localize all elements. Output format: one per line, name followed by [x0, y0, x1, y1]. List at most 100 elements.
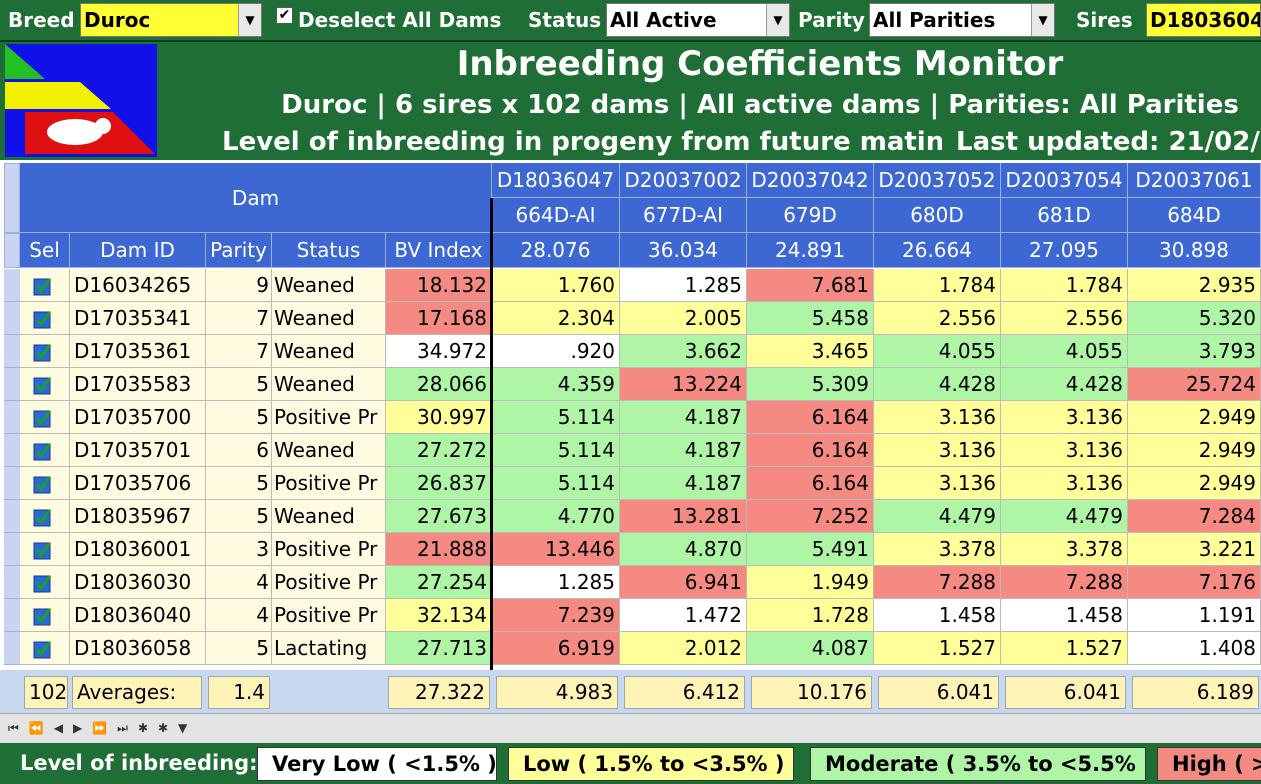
select-checkbox[interactable]	[20, 401, 70, 434]
inbreeding-value: 5.458	[747, 302, 874, 335]
bv-index: 27.272	[386, 434, 492, 467]
bv-index: 27.713	[386, 632, 492, 665]
inbreeding-value: 3.221	[1128, 533, 1261, 566]
grid-area: Dam Sel Dam ID Parity Status BV Index D1803604…	[0, 160, 1261, 713]
average-bv: 27.322	[388, 676, 490, 709]
inbreeding-value: 3.136	[874, 401, 1001, 434]
status-label: Status	[528, 8, 602, 32]
row-selector	[4, 533, 20, 566]
inbreeding-value: 3.662	[620, 335, 747, 368]
inbreeding-value: 3.465	[747, 335, 874, 368]
sire-id: D20037002	[620, 163, 747, 198]
sire-code: 664D-AI	[492, 198, 620, 233]
inbreeding-value: 2.556	[1001, 302, 1128, 335]
average-value: 6.189	[1132, 676, 1259, 709]
inbreeding-value: 1.784	[874, 269, 1001, 302]
inbreeding-value: 1.458	[874, 599, 1001, 632]
inbreeding-value: 3.136	[874, 434, 1001, 467]
status: Positive Pr	[272, 599, 386, 632]
status-dropdown[interactable]: All Active ▼	[606, 3, 790, 37]
select-checkbox[interactable]	[20, 566, 70, 599]
breed-dropdown[interactable]: Duroc ▼	[80, 3, 262, 37]
select-checkbox[interactable]	[20, 302, 70, 335]
select-checkbox[interactable]	[20, 269, 70, 302]
sires-label: Sires	[1076, 8, 1133, 32]
inbreeding-value: 4.870	[620, 533, 747, 566]
bv-index: 26.837	[386, 467, 492, 500]
parity: 7	[206, 335, 272, 368]
select-checkbox[interactable]	[20, 500, 70, 533]
inbreeding-value: 1.472	[620, 599, 747, 632]
row-selector	[4, 368, 20, 401]
inbreeding-value: 4.087	[747, 632, 874, 665]
parity-label: Parity	[798, 8, 865, 32]
status: Positive Pr	[272, 533, 386, 566]
bv-index: 34.972	[386, 335, 492, 368]
inbreeding-value: 1.285	[620, 269, 747, 302]
deselect-checkbox[interactable]: ✔	[276, 7, 293, 24]
inbreeding-value: 3.378	[1001, 533, 1128, 566]
select-checkbox[interactable]	[20, 632, 70, 665]
caption: Level of inbreeding in progeny from futu…	[222, 127, 942, 157]
column-header: Dam ID	[70, 233, 206, 268]
select-checkbox[interactable]	[20, 467, 70, 500]
sires-field[interactable]: D18036047	[1146, 3, 1261, 37]
dam-id: D17035361	[70, 335, 206, 368]
inbreeding-value: 3.793	[1128, 335, 1261, 368]
inbreeding-value: 6.941	[620, 566, 747, 599]
breed-value: Duroc	[84, 8, 151, 32]
inbreeding-value: 4.055	[1001, 335, 1128, 368]
row-selector-header	[4, 163, 20, 233]
average-value: 6.041	[1005, 676, 1126, 709]
inbreeding-value: 3.136	[874, 467, 1001, 500]
inbreeding-value: 1.784	[1001, 269, 1128, 302]
inbreeding-value: 4.055	[874, 335, 1001, 368]
dam-id: D18036058	[70, 632, 206, 665]
inbreeding-value: 4.770	[492, 500, 620, 533]
dam-id: D18036030	[70, 566, 206, 599]
inbreeding-value: 2.949	[1128, 467, 1261, 500]
checkbox-icon	[33, 608, 52, 626]
sire-value: 30.898	[1128, 233, 1261, 268]
column-header: Sel	[20, 233, 70, 268]
parity-dropdown[interactable]: All Parities ▼	[869, 3, 1055, 37]
dam-header: Dam	[20, 163, 492, 233]
inbreeding-value: 2.304	[492, 302, 620, 335]
sire-code: 684D	[1128, 198, 1261, 233]
legend-item: Moderate ( 3.5% to <5.5% )	[810, 747, 1146, 781]
select-checkbox[interactable]	[20, 368, 70, 401]
inbreeding-value: 3.136	[1001, 434, 1128, 467]
select-checkbox[interactable]	[20, 599, 70, 632]
select-checkbox[interactable]	[20, 533, 70, 566]
inbreeding-value: 13.281	[620, 500, 747, 533]
inbreeding-value: 4.428	[874, 368, 1001, 401]
legend-item: Low ( 1.5% to <3.5% )	[508, 747, 794, 781]
sire-code: 679D	[747, 198, 874, 233]
sire-value: 26.664	[874, 233, 1001, 268]
dam-id: D17035706	[70, 467, 206, 500]
dropdown-arrow: ▼	[1031, 4, 1054, 36]
inbreeding-value: 1.527	[1001, 632, 1128, 665]
sire-id: D18036047	[492, 163, 620, 198]
inbreeding-value: 1.527	[874, 632, 1001, 665]
inbreeding-value: 4.187	[620, 467, 747, 500]
sire-id: D20037042	[747, 163, 874, 198]
checkbox-icon	[33, 509, 52, 527]
row-selector	[4, 632, 20, 665]
inbreeding-value: 13.224	[620, 368, 747, 401]
inbreeding-value: 1.949	[747, 566, 874, 599]
dam-id: D17035701	[70, 434, 206, 467]
select-checkbox[interactable]	[20, 335, 70, 368]
inbreeding-value: 2.005	[620, 302, 747, 335]
bv-index: 32.134	[386, 599, 492, 632]
parity: 4	[206, 599, 272, 632]
record-navigator[interactable]: ⏮⏪◀▶⏩⏭✱✱▼	[0, 713, 1261, 743]
inbreeding-value: .920	[492, 335, 620, 368]
parity: 5	[206, 368, 272, 401]
inbreeding-value: 5.114	[492, 401, 620, 434]
status: Lactating	[272, 632, 386, 665]
parity: 9	[206, 269, 272, 302]
inbreeding-value: 6.919	[492, 632, 620, 665]
select-checkbox[interactable]	[20, 434, 70, 467]
